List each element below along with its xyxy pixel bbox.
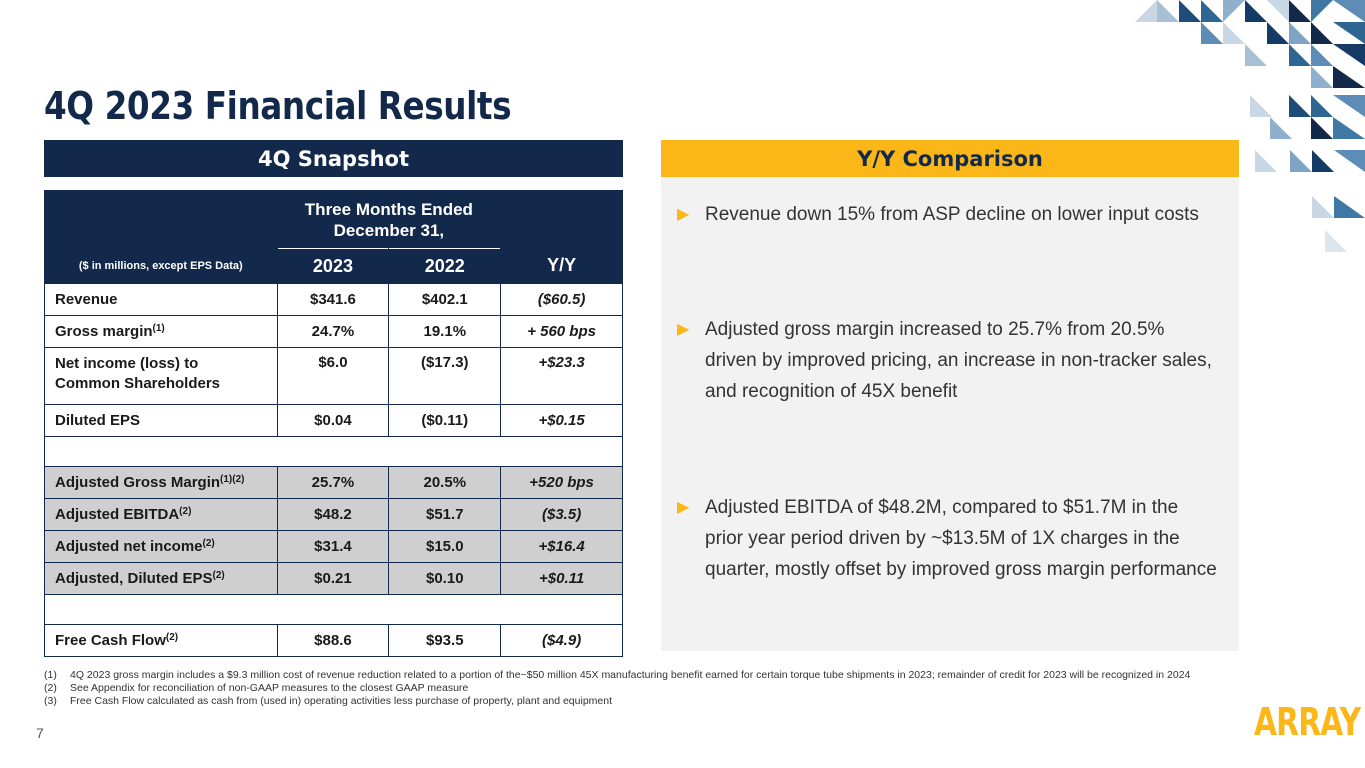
triangle-bullet-icon: ▶ xyxy=(677,321,690,338)
table-row-adjusted-net-income: Adjusted net income(2) $31.4 $15.0 +$16.… xyxy=(44,530,623,563)
footnote-ref: (2) xyxy=(179,506,192,517)
value-yy: ($60.5) xyxy=(500,283,623,316)
bullet-item: ▶ Revenue down 15% from ASP decline on l… xyxy=(677,199,1217,230)
table-row-free-cash-flow: Free Cash Flow(2) $88.6 $93.5 ($4.9) xyxy=(44,624,623,657)
footnote-ref: (2) xyxy=(212,570,225,581)
decorative-triangle-pattern xyxy=(1135,0,1365,252)
value-2022: $402.1 xyxy=(388,283,502,316)
table-row-spacer xyxy=(44,436,623,467)
table-row-diluted-eps: Diluted EPS $0.04 ($0.11) +$0.15 xyxy=(44,404,623,437)
value-2023: $6.0 xyxy=(276,347,390,405)
value-2023: $341.6 xyxy=(276,283,390,316)
table-row-gross-margin: Gross margin(1) 24.7% 19.1% + 560 bps xyxy=(44,315,623,348)
value-2023: $0.21 xyxy=(276,562,390,595)
table-row-adjusted-gross-margin: Adjusted Gross Margin(1)(2) 25.7% 20.5% … xyxy=(44,466,623,499)
value-2023: 25.7% xyxy=(276,466,390,499)
value-2022: 19.1% xyxy=(388,315,502,348)
column-header-2022: 2022 xyxy=(388,248,502,284)
value-2022: $15.0 xyxy=(388,530,502,563)
value-yy: +$16.4 xyxy=(500,530,623,563)
value-2022: $93.5 xyxy=(388,624,502,657)
triangle-bullet-icon: ▶ xyxy=(677,206,690,223)
value-2023: 24.7% xyxy=(276,315,390,348)
footnote: (2) See Appendix for reconciliation of n… xyxy=(44,682,469,694)
value-2023: $88.6 xyxy=(276,624,390,657)
row-label: Adjusted EBITDA xyxy=(55,506,180,523)
units-label: ($ in millions, except EPS Data) xyxy=(44,248,278,284)
value-yy: +$0.11 xyxy=(500,562,623,595)
value-2023: $31.4 xyxy=(276,530,390,563)
table-row-adjusted-diluted-eps: Adjusted, Diluted EPS(2) $0.21 $0.10 +$0… xyxy=(44,562,623,595)
table-row-spacer xyxy=(44,594,623,625)
footnote-ref: (1)(2) xyxy=(220,474,245,485)
footnotes: (1) 4Q 2023 gross margin includes a $9.3… xyxy=(44,669,1234,708)
page-number: 7 xyxy=(36,725,44,741)
page-title: 4Q 2023 Financial Results xyxy=(44,84,512,128)
footnote: (3) Free Cash Flow calculated as cash fr… xyxy=(44,695,612,707)
value-2023: $0.04 xyxy=(276,404,390,437)
table-row-adjusted-ebitda: Adjusted EBITDA(2) $48.2 $51.7 ($3.5) xyxy=(44,498,623,531)
table-row-net-income: Net income (loss) to Common Shareholders… xyxy=(44,347,623,405)
period-label: Three Months Ended December 31, xyxy=(276,190,502,249)
row-label: Gross margin xyxy=(55,323,153,340)
column-header-2023: 2023 xyxy=(276,248,390,284)
value-yy: +$0.15 xyxy=(500,404,623,437)
value-yy: +520 bps xyxy=(500,466,623,499)
bullet-item: ▶ Adjusted EBITDA of $48.2M, compared to… xyxy=(677,492,1217,585)
snapshot-header: 4Q Snapshot xyxy=(44,140,623,177)
financial-snapshot-table: Three Months Ended December 31, ($ in mi… xyxy=(44,190,623,657)
footnote: (1) 4Q 2023 gross margin includes a $9.3… xyxy=(44,669,1191,681)
bullet-item: ▶ Adjusted gross margin increased to 25.… xyxy=(677,314,1217,407)
value-2022: $0.10 xyxy=(388,562,502,595)
value-yy: +$23.3 xyxy=(500,347,623,405)
value-2022: ($17.3) xyxy=(388,347,502,405)
value-2022: 20.5% xyxy=(388,466,502,499)
row-label: Free Cash Flow xyxy=(55,632,166,649)
footnote-ref: (2) xyxy=(165,632,179,643)
value-2022: ($0.11) xyxy=(388,404,502,437)
footnote-ref: (1) xyxy=(152,323,165,334)
row-label: Adjusted net income xyxy=(55,538,203,555)
array-logo: ARRAY xyxy=(1254,700,1361,744)
value-2022: $51.7 xyxy=(388,498,502,531)
value-yy: + 560 bps xyxy=(500,315,623,348)
column-header-yy: Y/Y xyxy=(500,248,623,284)
comparison-header: Y/Y Comparison xyxy=(661,140,1239,177)
triangle-bullet-icon: ▶ xyxy=(677,499,690,516)
row-label: Revenue xyxy=(55,291,118,308)
row-label: Adjusted Gross Margin xyxy=(55,474,221,491)
table-row-revenue: Revenue $341.6 $402.1 ($60.5) xyxy=(44,283,623,316)
comparison-panel: ▶ Revenue down 15% from ASP decline on l… xyxy=(661,177,1239,651)
value-yy: ($4.9) xyxy=(500,624,623,657)
row-label: Net income (loss) to Common Shareholders xyxy=(55,355,221,392)
row-label: Diluted EPS xyxy=(55,412,141,429)
value-yy: ($3.5) xyxy=(500,498,623,531)
row-label: Adjusted, Diluted EPS xyxy=(55,570,213,587)
footnote-ref: (2) xyxy=(202,538,215,549)
value-2023: $48.2 xyxy=(276,498,390,531)
